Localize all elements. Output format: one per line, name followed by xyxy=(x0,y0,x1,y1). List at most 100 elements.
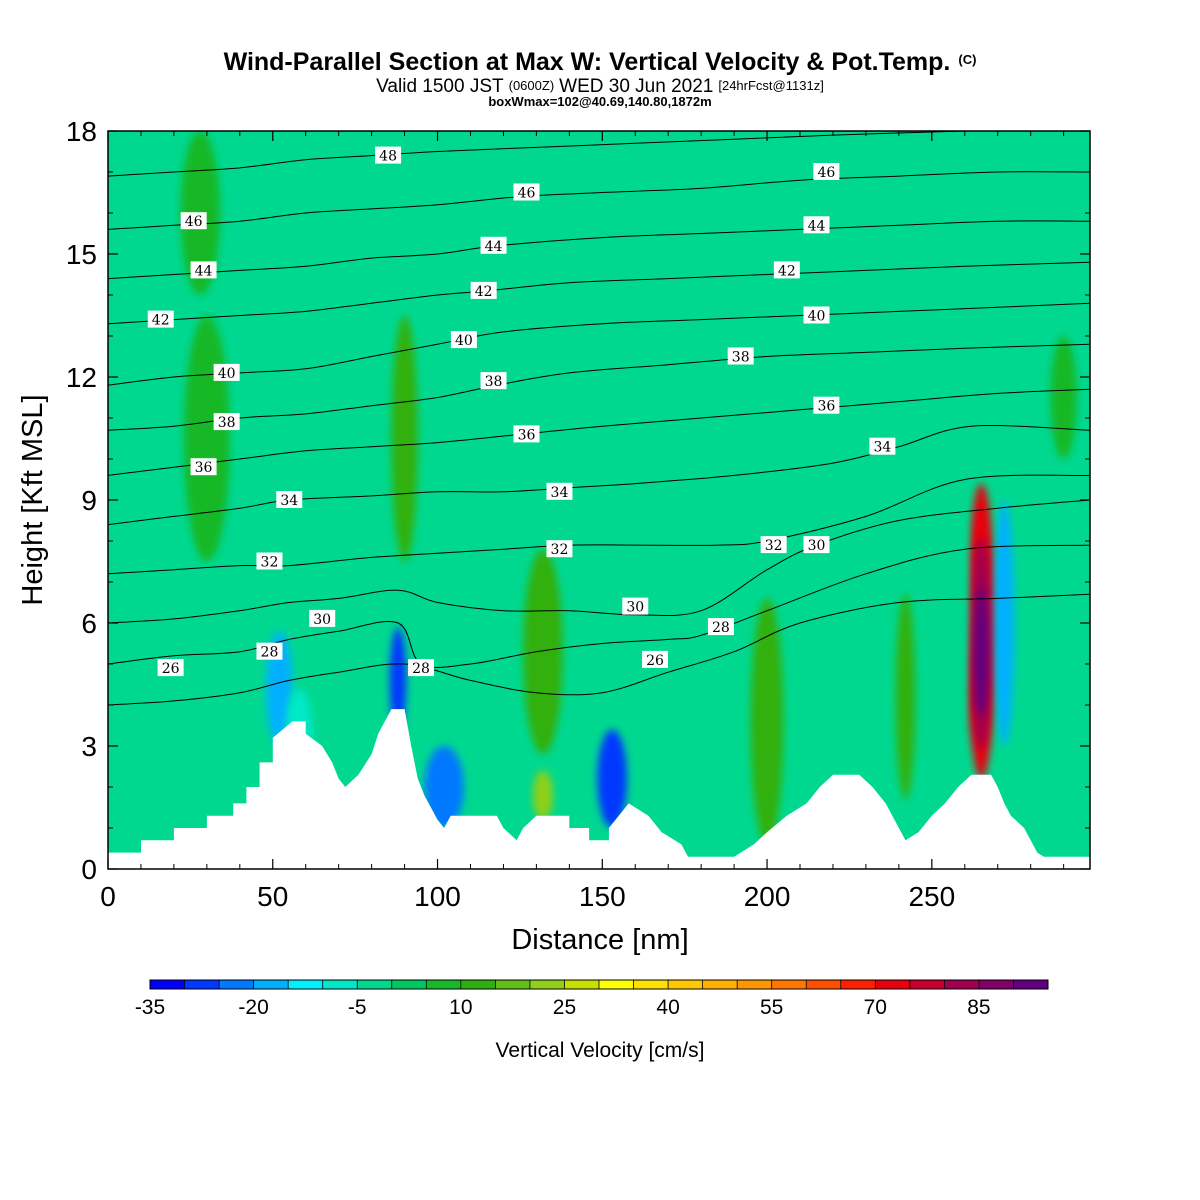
contour-label-box xyxy=(309,609,336,627)
contour-label-text: 46 xyxy=(817,165,835,181)
contour-label-42: 42 xyxy=(773,261,800,279)
contour-label-text: 30 xyxy=(626,600,644,616)
contour-label-box xyxy=(470,281,497,299)
theta-contour-30 xyxy=(108,499,1090,624)
y-tick-label: 0 xyxy=(81,854,97,885)
contour-labels: 26 28 30 32 34 36 38 40 42 44 46 48 28 26 28 30 30 32 32 34… xyxy=(147,146,896,677)
contour-label-42: 42 xyxy=(470,281,497,300)
y-tick-label: 9 xyxy=(81,485,97,516)
contour-label-box xyxy=(213,363,240,381)
contour-label-text: 44 xyxy=(485,239,503,255)
colorbar-swatch xyxy=(599,980,635,989)
contour-label-text: 40 xyxy=(808,309,826,325)
colorbar-swatch xyxy=(564,980,600,989)
contour-label-box xyxy=(513,425,540,443)
colorbar-tick-label: 40 xyxy=(656,996,679,1019)
w-feature-13 xyxy=(674,590,702,837)
contour-label-text: 38 xyxy=(732,350,750,366)
colorbar-tick-label: 55 xyxy=(760,996,783,1019)
x-axis: 0 50 100 150 200 250 xyxy=(100,131,1065,912)
colorbar-swatch xyxy=(253,980,289,989)
x-tick-label: 150 xyxy=(579,881,626,912)
contour-label-box xyxy=(803,216,830,234)
colorbar-tick-label: -35 xyxy=(135,996,165,1019)
colorbar-tick-label: 70 xyxy=(864,996,887,1019)
contour-label-46: 46 xyxy=(813,163,840,181)
contour-label-text: 34 xyxy=(551,485,569,501)
contour-label-30: 30 xyxy=(622,597,649,616)
w-feature-21 xyxy=(895,594,916,800)
contour-label-28: 28 xyxy=(408,659,435,677)
contour-label-26: 26 xyxy=(157,659,184,677)
x-tick-label: 50 xyxy=(257,881,288,912)
contour-label-42: 42 xyxy=(147,310,174,329)
contour-label-box xyxy=(546,482,573,500)
contour-label-text: 26 xyxy=(646,653,664,669)
valid-line: Valid 1500 JST (0600Z) WED 30 Jun 2021 [24h… xyxy=(376,76,824,97)
contour-label-text: 28 xyxy=(261,645,279,661)
contour-label-box xyxy=(760,536,787,554)
colorbar-swatch xyxy=(460,980,496,989)
colorbar-swatch xyxy=(806,980,842,989)
theta-contour-48 xyxy=(108,131,965,177)
w-feature-18 xyxy=(391,315,418,562)
colorbar-swatch xyxy=(737,980,773,989)
y-axis-label: Height [Kft MSL] xyxy=(17,394,49,605)
forecast-info: [24hrFcst@1131z] xyxy=(718,78,823,93)
x-tick-label: 100 xyxy=(414,881,461,912)
contour-label-box xyxy=(147,310,174,328)
w-feature-23 xyxy=(1050,336,1077,459)
y-tick-label: 15 xyxy=(66,239,97,270)
contour-label-28: 28 xyxy=(256,642,283,661)
y-tick-label: 12 xyxy=(66,362,97,393)
contour-label-40: 40 xyxy=(213,363,240,382)
terrain xyxy=(108,709,1090,869)
theta-contour-42 xyxy=(108,261,1090,325)
colorbar-swatch xyxy=(840,980,876,989)
contour-label-text: 40 xyxy=(218,366,236,382)
contour-label-30: 30 xyxy=(309,609,336,628)
colorbar-swatch xyxy=(495,980,531,989)
w-feature-8 xyxy=(266,631,293,746)
contour-label-box xyxy=(256,552,283,570)
contour-label-38: 38 xyxy=(727,347,754,366)
contour-label-text: 46 xyxy=(518,186,536,202)
colorbar-tick-label: -20 xyxy=(238,996,268,1019)
colorbar-frame xyxy=(149,979,1049,990)
colorbar-swatch xyxy=(288,980,324,989)
contour-label-text: 28 xyxy=(712,620,730,636)
colorbar-swatch xyxy=(426,980,462,989)
colorbar-swatch xyxy=(875,980,911,989)
contour-label-text: 38 xyxy=(485,374,503,390)
colorbar-tick-label: 25 xyxy=(553,996,576,1019)
theta-contour-26 xyxy=(108,593,1090,706)
y-tick-label: 18 xyxy=(66,116,97,147)
contour-label-box xyxy=(276,491,303,508)
contour-label-text: 48 xyxy=(379,149,397,165)
contour-label-text: 42 xyxy=(152,313,170,329)
contour-label-box xyxy=(803,536,830,554)
w-feature-7 xyxy=(389,627,407,734)
contour-label-box xyxy=(190,458,217,476)
colorbar-swatch xyxy=(391,980,427,989)
w-feature-11 xyxy=(365,151,392,398)
colorbar-swatch xyxy=(909,980,945,989)
w-feature-22 xyxy=(533,770,553,820)
boxwmax-line: boxWmax=102@40.69,140.80,1872m xyxy=(488,94,711,109)
title-main: Wind-Parallel Section at Max W: Vertical… xyxy=(224,48,951,76)
contour-label-text: 36 xyxy=(518,427,536,443)
colorbar-swatch xyxy=(633,980,669,989)
contour-label-box xyxy=(622,597,649,615)
contour-label-30: 30 xyxy=(803,536,830,554)
w-feature-15 xyxy=(849,418,870,664)
contour-label-32: 32 xyxy=(546,540,573,558)
contour-label-32: 32 xyxy=(256,552,283,571)
colorbar-swatch xyxy=(978,980,1014,989)
contour-label-box xyxy=(773,261,800,279)
contour-label-text: 36 xyxy=(817,399,835,415)
theta-contour-40 xyxy=(108,302,1090,386)
colorbar-swatch xyxy=(771,980,807,989)
contour-label-36: 36 xyxy=(190,458,217,476)
contour-label-box xyxy=(813,163,840,180)
